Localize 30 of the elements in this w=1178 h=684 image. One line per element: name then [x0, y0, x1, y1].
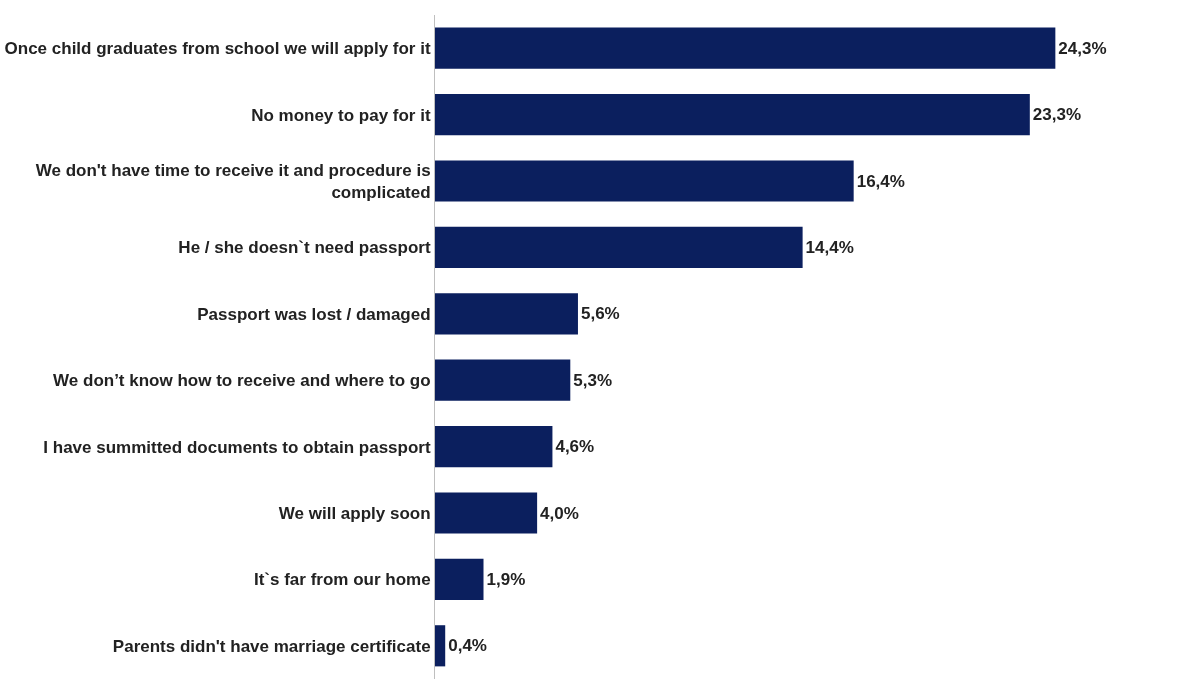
bar	[435, 226, 803, 268]
y-tick-label: Once child graduates from school we will apply for it	[4, 39, 431, 59]
y-tick-label: No money to pay for it	[251, 105, 431, 125]
data-label: 24,3%	[1058, 38, 1107, 58]
y-tick-label: Parents didn't have marriage certificate	[112, 636, 431, 656]
data-label: 1,9%	[486, 569, 526, 589]
data-label: 16,4%	[856, 171, 905, 191]
bar	[435, 492, 538, 534]
y-tick-label: I have summitted documents to obtain passport	[43, 437, 431, 457]
bar	[435, 359, 571, 401]
bar	[435, 426, 553, 468]
y-tick-label: It`s far from our home	[253, 570, 431, 590]
y-tick-label: We will apply soon	[278, 503, 431, 523]
y-tick-label: He / she doesn`t need passport	[178, 238, 431, 258]
bar	[435, 558, 484, 600]
bar	[435, 27, 1056, 69]
y-tick-label: We don't have time to receive it and procedure is complicated	[35, 160, 431, 202]
data-label: 0,4%	[448, 636, 487, 656]
bar	[435, 625, 446, 667]
bar	[435, 94, 1030, 136]
data-label: 23,3%	[1032, 105, 1082, 125]
data-label: 5,3%	[573, 370, 613, 390]
bar	[435, 293, 578, 335]
data-label: 4,0%	[540, 503, 579, 523]
bar	[435, 160, 854, 202]
data-label: 14,4%	[805, 237, 854, 257]
data-label: 5,6%	[580, 304, 620, 324]
data-label: 4,6%	[555, 437, 595, 457]
y-tick-label: Passport was lost / damaged	[197, 304, 431, 324]
y-tick-label: We don’t know how to receive and where to go	[53, 371, 431, 391]
